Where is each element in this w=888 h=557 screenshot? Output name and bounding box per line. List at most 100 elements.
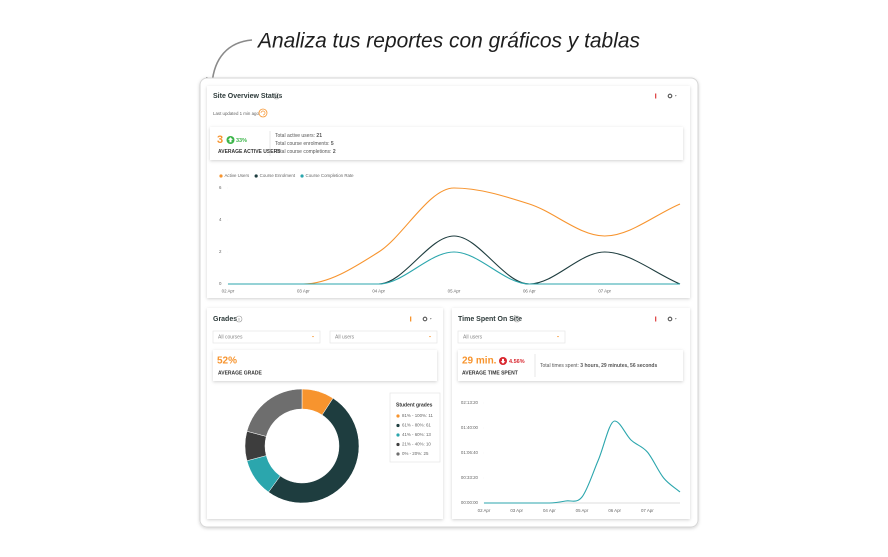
series-line bbox=[484, 420, 681, 504]
y-tick-label: 4 bbox=[219, 217, 222, 222]
settings-icon[interactable] bbox=[667, 316, 673, 322]
legend-label: Course Completion Rate bbox=[306, 173, 355, 178]
panel bbox=[207, 86, 690, 298]
refresh-button[interactable] bbox=[258, 108, 268, 118]
legend-value: 10 bbox=[426, 442, 431, 447]
total-label: Total active users: bbox=[275, 133, 315, 139]
legend-value: 61 bbox=[426, 423, 431, 428]
donut-slice bbox=[246, 388, 303, 437]
legend-label: Active Users bbox=[225, 173, 250, 178]
x-tick-label: 05 Apr bbox=[448, 289, 461, 294]
course-filter[interactable] bbox=[212, 330, 321, 344]
dropdown-caret bbox=[429, 336, 431, 338]
legend-label: 61% - 80%: 61 bbox=[402, 423, 431, 428]
x-tick-label: 03 Apr bbox=[297, 289, 310, 294]
x-tick-label: 06 Apr bbox=[523, 289, 536, 294]
y-tick-label: 6 bbox=[219, 185, 222, 190]
x-tick-label: 06 Apr bbox=[608, 508, 621, 513]
legend-name: 61% - 80%: bbox=[402, 423, 425, 428]
y-tick-label: 00:33:20 bbox=[461, 475, 479, 480]
legend-swatch bbox=[219, 174, 223, 178]
legend-label: 81% - 100%: 11 bbox=[402, 413, 433, 418]
total-time: Total times spent: 3 hours, 29 minutes, … bbox=[540, 363, 657, 369]
course-filter-text: All courses bbox=[218, 334, 243, 340]
settings-caret bbox=[675, 318, 677, 320]
up-arrow bbox=[228, 137, 233, 143]
legend-title: Student grades bbox=[396, 402, 433, 408]
x-tick-label: 04 Apr bbox=[372, 289, 385, 294]
legend-label: 21% - 40%: 10 bbox=[402, 442, 431, 447]
y-tick-label: 01:06:40 bbox=[461, 450, 479, 455]
y-tick-label: 0 bbox=[219, 281, 222, 286]
legend-name: 41% - 60%: bbox=[402, 432, 425, 437]
legend-swatch bbox=[396, 423, 400, 428]
legend-name: 21% - 40%: bbox=[402, 442, 425, 447]
x-tick-label: 04 Apr bbox=[543, 508, 556, 513]
settings-caret bbox=[675, 95, 677, 97]
series-line bbox=[228, 251, 680, 285]
stats-card bbox=[458, 350, 683, 381]
legend-swatch bbox=[396, 452, 400, 456]
total-value: 2 bbox=[333, 149, 336, 155]
user-filter-text: All users bbox=[463, 334, 483, 340]
x-tick-label: 05 Apr bbox=[576, 508, 589, 513]
legend-label: 41% - 60%: 13 bbox=[402, 432, 431, 437]
legend-swatch bbox=[300, 174, 304, 178]
dropdown-caret bbox=[312, 336, 314, 338]
settings-icon[interactable] bbox=[422, 316, 428, 322]
legend-value: 25 bbox=[424, 451, 429, 456]
total-value: 5 bbox=[331, 141, 334, 147]
legend-swatch bbox=[396, 414, 400, 418]
user-filter[interactable] bbox=[457, 330, 566, 344]
y-tick-label: 2 bbox=[219, 249, 222, 254]
panel-title: Time Spent On Site bbox=[458, 316, 522, 323]
y-tick-label: 02:13:20 bbox=[461, 400, 479, 405]
alert-icon[interactable] bbox=[655, 316, 657, 322]
info-icon[interactable] bbox=[273, 92, 280, 100]
x-tick-label: 02 Apr bbox=[222, 289, 235, 294]
x-tick-label: 02 Apr bbox=[478, 508, 491, 513]
x-tick-label: 03 Apr bbox=[510, 508, 523, 513]
caption: Analiza tus reportes con gráficos y tabl… bbox=[256, 30, 640, 53]
donut-slice bbox=[268, 397, 360, 504]
average-grade: 52% bbox=[217, 356, 237, 367]
user-filter[interactable] bbox=[329, 330, 438, 344]
stat-label: AVERAGE GRADE bbox=[218, 370, 262, 376]
legend-value: 11 bbox=[428, 413, 433, 418]
info-icon[interactable] bbox=[513, 315, 521, 323]
legend-name: 81% - 100%: bbox=[402, 413, 427, 418]
total-value: 21 bbox=[316, 133, 322, 139]
total-time-value: 3 hours, 29 minutes, 56 seconds bbox=[580, 363, 657, 369]
x-tick-label: 07 Apr bbox=[641, 508, 654, 513]
down-arrow bbox=[500, 358, 506, 364]
average-time: 29 min. bbox=[462, 356, 497, 367]
x-tick-label: 07 Apr bbox=[598, 289, 611, 294]
info-icon[interactable] bbox=[235, 315, 243, 323]
user-filter-text: All users bbox=[335, 334, 355, 340]
settings-icon[interactable] bbox=[667, 93, 673, 99]
total-line: Total active users: 21 bbox=[275, 133, 322, 139]
stat-label: AVERAGE TIME SPENT bbox=[462, 370, 518, 376]
last-updated: Last updated 1 min ago bbox=[213, 111, 259, 116]
stats-card bbox=[213, 350, 437, 381]
panel-title: Site Overview Status bbox=[213, 93, 282, 100]
stat-label: AVERAGE ACTIVE USERS bbox=[218, 149, 281, 155]
settings-caret bbox=[430, 318, 432, 320]
legend-label: 0% - 20%: 25 bbox=[402, 451, 429, 456]
alert-icon[interactable] bbox=[655, 93, 657, 99]
dropdown-caret bbox=[557, 336, 559, 338]
legend-name: 0% - 20%: bbox=[402, 451, 422, 456]
legend-swatch bbox=[254, 174, 258, 178]
total-time-label: Total times spent: bbox=[540, 363, 579, 369]
legend-swatch bbox=[396, 442, 400, 447]
total-label: Total course enrolments: bbox=[275, 141, 329, 147]
alert-icon[interactable] bbox=[410, 316, 412, 322]
total-line: Total course enrolments: 5 bbox=[275, 141, 334, 147]
y-tick-label: 00:00:00 bbox=[461, 500, 479, 505]
total-line: Total course completions: 2 bbox=[275, 149, 336, 155]
refresh-icon bbox=[260, 110, 266, 116]
legend-swatch bbox=[396, 433, 400, 437]
total-label: Total course completions: bbox=[275, 149, 331, 155]
